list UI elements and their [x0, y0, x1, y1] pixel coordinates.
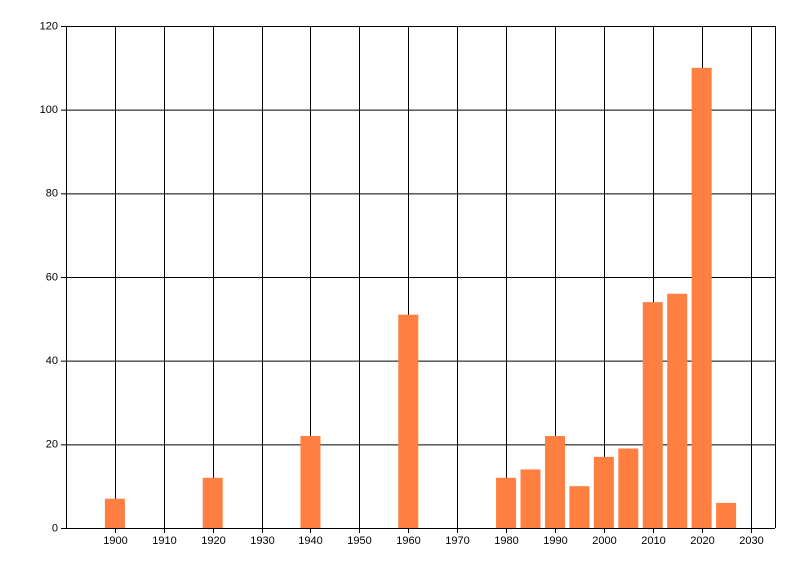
y-tick-label: 40: [46, 355, 58, 367]
bar: [569, 486, 590, 528]
x-tick-label: 1970: [445, 535, 469, 547]
x-tick-label: 1940: [298, 535, 322, 547]
x-tick-label: 1930: [250, 535, 274, 547]
x-tick-label: 2020: [690, 535, 714, 547]
bar: [496, 477, 517, 528]
x-tick-label: 1900: [103, 535, 127, 547]
bar: [544, 435, 565, 528]
y-tick-label: 20: [46, 439, 58, 451]
bar: [300, 435, 321, 528]
x-tick-label: 2010: [641, 535, 665, 547]
bar: [667, 293, 688, 528]
x-tick-label: 1910: [152, 535, 176, 547]
bar: [398, 314, 419, 528]
bar: [618, 448, 639, 528]
x-tick-label: 1920: [201, 535, 225, 547]
x-tick-label: 1980: [494, 535, 518, 547]
y-tick-label: 120: [40, 20, 58, 32]
bar: [642, 302, 663, 528]
y-tick-label: 100: [40, 104, 58, 116]
bar: [202, 477, 223, 528]
bar: [716, 502, 737, 528]
bar: [691, 67, 712, 528]
y-tick-label: 60: [46, 271, 58, 283]
bar: [104, 498, 125, 528]
x-tick-label: 2030: [739, 535, 763, 547]
y-tick-label: 80: [46, 188, 58, 200]
y-tick-label: 0: [52, 522, 58, 534]
x-tick-label: 1990: [543, 535, 567, 547]
bar: [593, 456, 614, 528]
x-tick-label: 1960: [396, 535, 420, 547]
bar: [520, 469, 541, 528]
x-tick-label: 1950: [347, 535, 371, 547]
x-tick-label: 2000: [592, 535, 616, 547]
